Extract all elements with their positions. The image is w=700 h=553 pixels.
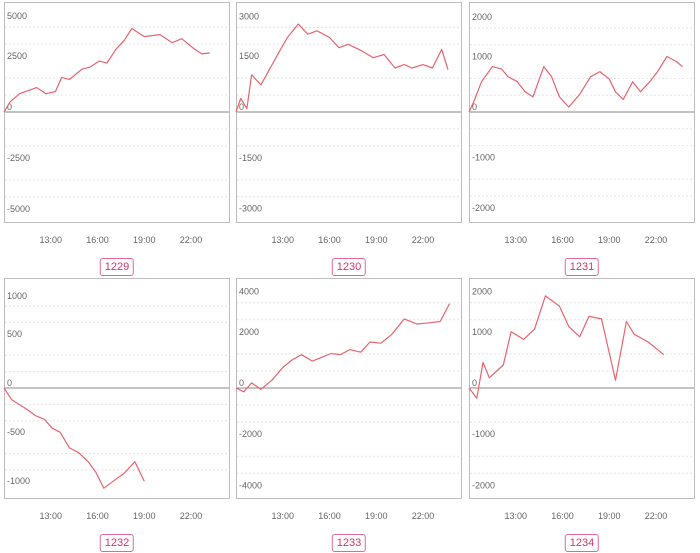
y-tick-label: -2000 — [472, 203, 495, 213]
x-tick-label: 16:00 — [86, 511, 109, 521]
y-tick-label: 0 — [239, 378, 244, 388]
y-tick-label: -2000 — [472, 480, 495, 490]
y-tick-label: 1000 — [472, 327, 492, 337]
chart-label-badge[interactable]: 1231 — [564, 258, 600, 276]
chart-label-badge[interactable]: 1232 — [99, 534, 135, 552]
x-tick-label: 16:00 — [318, 511, 341, 521]
y-tick-label: 0 — [472, 102, 477, 112]
y-tick-label: -2500 — [7, 153, 30, 163]
line-chart-1233: 4000 2000 0 -2000 -4000 13:00 16:00 19:00 22:00 — [235, 278, 462, 521]
chart-label-badge[interactable]: 1234 — [564, 534, 600, 552]
line-chart-1232: 1000 500 0 -500 -1000 13:00 16:00 19:00 22:00 — [3, 278, 230, 521]
chart-panel-1234: 2000 1000 0 -1000 -2000 13:00 16:00 19:00 22:00 — [468, 278, 695, 521]
series-line — [235, 23, 449, 113]
x-tick-label: 19:00 — [365, 511, 388, 521]
x-tick-label: 13:00 — [271, 235, 294, 245]
y-tick-label: -5000 — [7, 204, 30, 214]
y-tick-label: 5000 — [7, 11, 27, 21]
y-tick-label: 1000 — [7, 291, 27, 301]
x-tick-label: 13:00 — [271, 511, 294, 521]
y-tick-label: 2000 — [239, 327, 259, 337]
x-tick-label: 22:00 — [412, 235, 435, 245]
y-tick-label: 2500 — [7, 51, 27, 61]
x-tick-label: 22:00 — [412, 511, 435, 521]
y-tick-label: 0 — [472, 378, 477, 388]
line-chart-1231: 2000 1000 0 -1000 -2000 13:00 16:00 19:00 22:00 — [468, 2, 695, 245]
chart-label-badge[interactable]: 1230 — [331, 258, 367, 276]
x-tick-label: 16:00 — [318, 235, 341, 245]
series-line — [468, 55, 683, 113]
series-line — [3, 387, 145, 489]
chart-label-badge[interactable]: 1229 — [99, 258, 135, 276]
y-tick-label: -1000 — [472, 429, 495, 439]
chart-panel-1231: 2000 1000 0 -1000 -2000 13:00 16:00 19:00 22:00 — [468, 2, 695, 245]
y-tick-label: 2000 — [472, 287, 492, 297]
y-tick-label: -1000 — [7, 476, 30, 486]
y-tick-label: 0 — [239, 102, 244, 112]
series-line — [468, 295, 665, 399]
line-chart-1234: 2000 1000 0 -1000 -2000 13:00 16:00 19:00 22:00 — [468, 278, 695, 521]
y-tick-label: -1000 — [472, 152, 495, 162]
x-tick-label: 19:00 — [598, 511, 621, 521]
line-chart-1229: 5000 2500 0 -2500 -5000 13:00 16:00 19:00 22:00 — [3, 2, 230, 245]
x-tick-label: 19:00 — [133, 511, 156, 521]
y-tick-label: -3000 — [239, 204, 262, 214]
series-line — [235, 303, 451, 393]
chart-panel-1232: 1000 500 0 -500 -1000 13:00 16:00 19:00 22:00 — [3, 278, 230, 521]
x-tick-label: 16:00 — [551, 235, 574, 245]
chart-panel-1233: 4000 2000 0 -2000 -4000 13:00 16:00 19:00 22:00 — [235, 278, 462, 521]
x-tick-label: 19:00 — [133, 235, 156, 245]
x-tick-label: 22:00 — [645, 511, 668, 521]
x-tick-label: 16:00 — [551, 511, 574, 521]
chart-label-badge[interactable]: 1233 — [331, 534, 367, 552]
y-tick-label: 1000 — [472, 52, 492, 62]
chart-panel-1229: 5000 2500 0 -2500 -5000 13:00 16:00 19:00 22:00 — [3, 2, 230, 245]
y-tick-label: 500 — [7, 329, 22, 339]
x-tick-label: 13:00 — [504, 235, 527, 245]
x-tick-label: 22:00 — [645, 235, 668, 245]
x-tick-label: 19:00 — [598, 235, 621, 245]
x-tick-label: 19:00 — [365, 235, 388, 245]
y-tick-label: 1500 — [239, 51, 259, 61]
x-tick-label: 13:00 — [504, 511, 527, 521]
y-tick-label: 3000 — [239, 11, 259, 21]
x-tick-label: 16:00 — [86, 235, 109, 245]
x-tick-label: 22:00 — [180, 235, 203, 245]
y-tick-label: -2000 — [239, 429, 262, 439]
y-tick-label: -500 — [7, 427, 25, 437]
y-tick-label: 0 — [7, 378, 12, 388]
series-line — [3, 27, 210, 113]
y-tick-label: 4000 — [239, 287, 259, 297]
y-tick-label: 2000 — [472, 12, 492, 22]
y-tick-label: -4000 — [239, 480, 262, 490]
x-tick-label: 13:00 — [39, 511, 62, 521]
chart-panel-1230: 3000 1500 0 -1500 -3000 13:00 16:00 19:00 22:00 — [235, 2, 462, 245]
x-tick-label: 22:00 — [180, 511, 203, 521]
line-chart-1230: 3000 1500 0 -1500 -3000 13:00 16:00 19:00 22:00 — [235, 2, 462, 245]
y-tick-label: 0 — [7, 102, 12, 112]
x-tick-label: 13:00 — [39, 235, 62, 245]
y-tick-label: -1500 — [239, 153, 262, 163]
